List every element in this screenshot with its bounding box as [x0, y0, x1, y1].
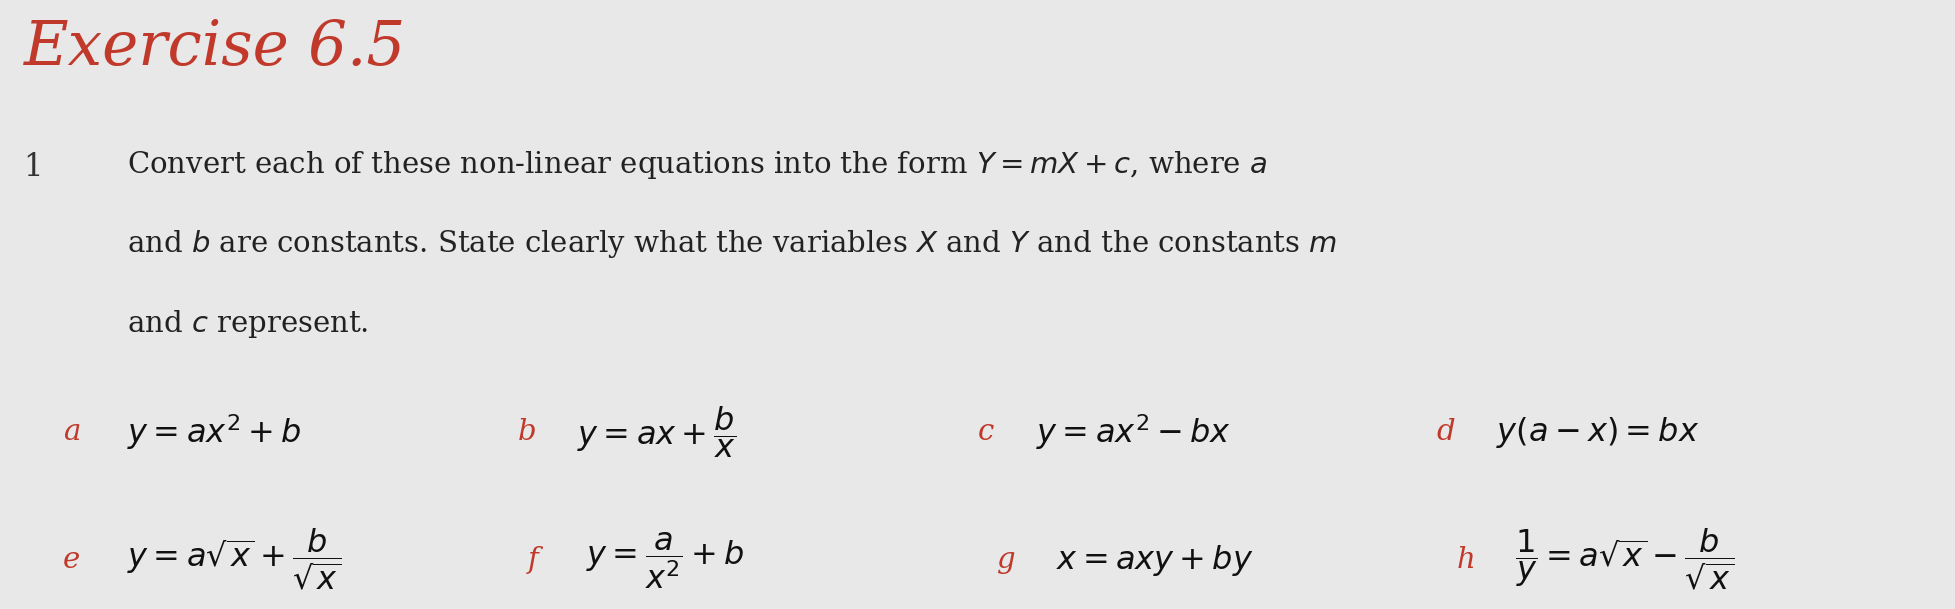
Text: f: f: [528, 546, 538, 574]
Text: $y(a - x) = bx$: $y(a - x) = bx$: [1496, 415, 1699, 450]
Text: $y = \dfrac{a}{x^2} + b$: $y = \dfrac{a}{x^2} + b$: [586, 530, 745, 591]
Text: and $c$ represent.: and $c$ represent.: [127, 308, 368, 340]
Text: $y = ax^2 + b$: $y = ax^2 + b$: [127, 412, 301, 452]
Text: and $b$ are constants. State clearly what the variables $X$ and $Y$ and the cons: and $b$ are constants. State clearly wha…: [127, 228, 1337, 261]
Text: $y = ax^2 - bx$: $y = ax^2 - bx$: [1036, 412, 1232, 452]
Text: 1: 1: [23, 152, 43, 183]
Text: Convert each of these non-linear equations into the form $Y = mX + c$, where $a$: Convert each of these non-linear equatio…: [127, 149, 1267, 181]
Text: $x = axy + by$: $x = axy + by$: [1056, 543, 1253, 578]
Text: d: d: [1437, 418, 1456, 446]
Text: $y = a\sqrt{x} + \dfrac{b}{\sqrt{x}}$: $y = a\sqrt{x} + \dfrac{b}{\sqrt{x}}$: [127, 527, 342, 593]
Text: Exercise 6.5: Exercise 6.5: [23, 18, 407, 78]
Text: g: g: [997, 546, 1017, 574]
Text: a: a: [63, 418, 80, 446]
Text: c: c: [978, 418, 993, 446]
Text: h: h: [1456, 546, 1476, 574]
Text: e: e: [63, 546, 80, 574]
Text: b: b: [518, 418, 538, 446]
Text: $y = ax + \dfrac{b}{x}$: $y = ax + \dfrac{b}{x}$: [577, 404, 735, 460]
Text: $\dfrac{1}{y} = a\sqrt{x} - \dfrac{b}{\sqrt{x}}$: $\dfrac{1}{y} = a\sqrt{x} - \dfrac{b}{\s…: [1515, 527, 1734, 593]
